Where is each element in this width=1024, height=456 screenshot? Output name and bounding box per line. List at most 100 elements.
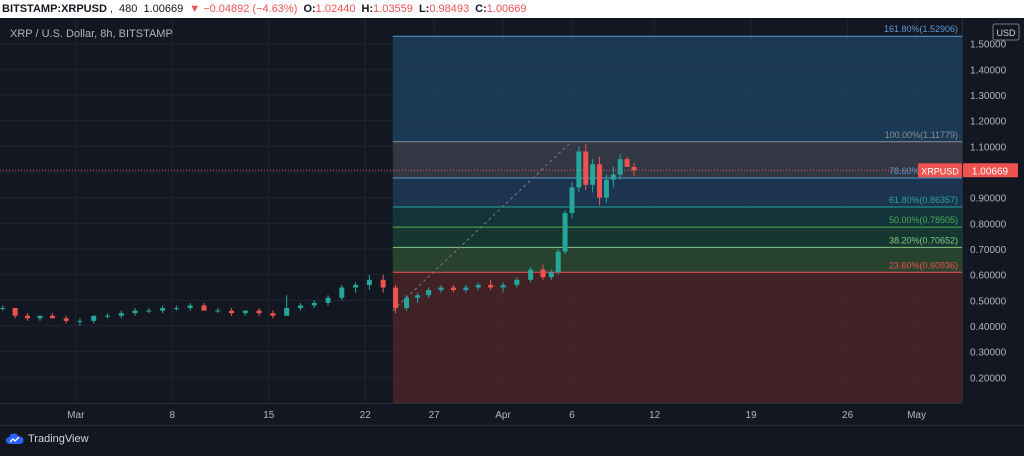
time-tick-label: Mar — [67, 410, 85, 421]
candle — [353, 282, 359, 293]
candle-body — [610, 174, 616, 180]
footer-bar: TradingView — [0, 425, 1024, 456]
candle-body — [63, 318, 69, 321]
candle-body — [25, 315, 31, 319]
candle-body — [597, 164, 603, 198]
tradingview-cloud-icon — [6, 433, 24, 445]
price-chart[interactable]: 161.80%(1.52906)100.00%(1.11779)78.60%(0… — [0, 18, 1024, 425]
candle — [617, 154, 623, 180]
candle — [548, 269, 554, 280]
candle — [339, 284, 345, 301]
candle-body — [500, 284, 506, 288]
candle-body — [624, 159, 630, 167]
interval-value: 480 — [119, 3, 138, 15]
price-tick-label: 0.50000 — [970, 296, 1007, 307]
candle — [488, 279, 494, 291]
low-value: 0.98493 — [429, 3, 470, 15]
chart-title: XRP / U.S. Dollar, 8h, BITSTAMP — [10, 28, 173, 40]
fib-retracement: 161.80%(1.52906)100.00%(1.11779)78.60%(0… — [392, 24, 962, 403]
fib-zone — [392, 141, 962, 178]
fib-level-label: 23.60%(0.60936) — [889, 260, 958, 270]
open-label: O: — [303, 3, 316, 15]
currency-box — [992, 23, 1020, 41]
candle-body — [77, 320, 83, 322]
currency-label: USD — [996, 28, 1016, 38]
candle — [63, 315, 69, 324]
candle-body — [270, 313, 276, 316]
candles — [0, 143, 637, 326]
symbol-name[interactable]: BITSTAMP:XRPUSD — [2, 3, 107, 15]
candle-body — [426, 290, 432, 296]
candle-body — [380, 279, 386, 288]
candle — [583, 143, 589, 190]
candle-body — [284, 308, 290, 316]
candle — [603, 174, 609, 203]
candle — [528, 266, 534, 283]
time-tick-label: 26 — [842, 410, 854, 421]
candle — [325, 295, 331, 306]
candle-body — [201, 305, 207, 311]
candle-body — [339, 287, 345, 298]
fib-zone — [392, 272, 962, 403]
candle — [91, 315, 97, 324]
candle-body — [393, 287, 399, 309]
price-tick-label: 0.60000 — [970, 271, 1007, 282]
candle — [590, 159, 596, 193]
time-tick-label: 12 — [649, 410, 661, 421]
price-tick-label: 0.40000 — [970, 322, 1007, 333]
candle-body — [132, 310, 138, 314]
candle — [569, 182, 575, 219]
candle — [475, 282, 481, 291]
candle-body — [475, 284, 481, 288]
candle — [597, 156, 603, 206]
time-tick-label: 27 — [429, 410, 441, 421]
price-tick-label: 1.10000 — [970, 142, 1007, 153]
time-tick-label: 15 — [263, 410, 275, 421]
time-tick-label: Apr — [495, 410, 511, 421]
candle — [404, 295, 410, 311]
candle — [624, 156, 630, 167]
candle-body — [603, 179, 609, 198]
candle — [415, 292, 421, 303]
price-axis: 1.500001.400001.300001.200001.100001.000… — [918, 18, 1024, 425]
candle — [555, 249, 561, 275]
candle — [426, 287, 432, 298]
candle-body — [311, 302, 317, 306]
candle-body — [105, 315, 111, 317]
fib-level-label: 61.80%(0.86357) — [889, 195, 958, 205]
candle-body — [555, 251, 561, 273]
candle-body — [576, 151, 582, 188]
candle — [49, 313, 55, 319]
low-label: L: — [418, 3, 430, 15]
close-value: 1.00669 — [486, 3, 527, 15]
candle — [297, 302, 303, 311]
time-axis: Mar 8 15 22 27 Apr 6 12 19 26 May — [0, 403, 1024, 425]
candle-body — [173, 308, 179, 310]
open-value: 1.02440 — [315, 3, 356, 15]
time-tick-label: 6 — [569, 410, 575, 421]
header-sep: , — [109, 3, 113, 15]
candle-body — [528, 269, 534, 280]
candle-body — [215, 310, 221, 312]
change-down-icon: ▼ — [189, 3, 201, 15]
fib-level-label: 100.00%(1.11779) — [885, 130, 958, 140]
candle — [229, 308, 235, 316]
candle-body — [353, 284, 359, 288]
price-tick-label: 0.90000 — [970, 194, 1007, 205]
high-value: 1.03559 — [373, 3, 413, 15]
tradingview-logo[interactable]: TradingView — [6, 433, 89, 445]
time-tick-label: 8 — [169, 410, 175, 421]
candle-body — [631, 166, 637, 171]
price-tick-label: 0.30000 — [970, 348, 1007, 359]
candle — [242, 310, 248, 316]
candle-body — [514, 279, 520, 285]
candle — [173, 305, 179, 311]
candle-body — [463, 287, 469, 291]
candle-body — [229, 310, 235, 314]
candle — [631, 163, 637, 176]
candle — [284, 295, 290, 316]
fib-zone — [392, 247, 962, 273]
candle-body — [12, 308, 18, 316]
candle-body — [583, 151, 589, 185]
candle — [311, 300, 317, 309]
